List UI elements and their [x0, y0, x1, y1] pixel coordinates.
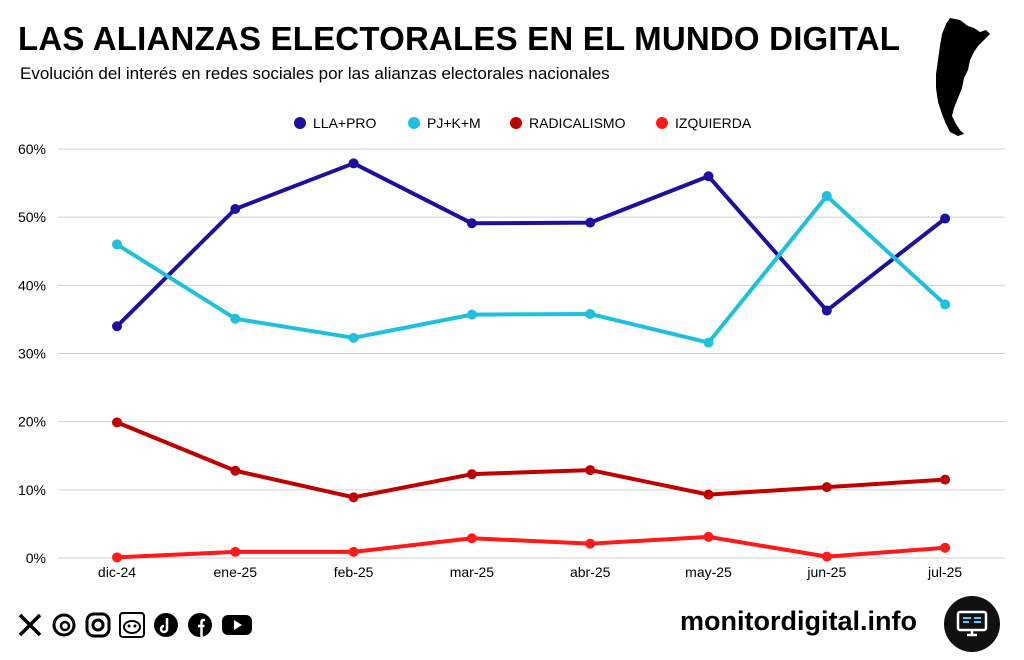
- x-tick-label: dic-24: [98, 564, 136, 580]
- series-line: [115, 534, 948, 560]
- chart-subtitle: Evolución del interés en redes sociales …: [20, 64, 610, 83]
- data-point: [821, 551, 832, 562]
- data-point: [348, 546, 359, 557]
- data-point: [230, 465, 241, 476]
- data-point: [821, 305, 832, 316]
- x-tick-label: ene-25: [214, 564, 258, 580]
- data-point: [940, 299, 951, 310]
- x-tick-label: jul-25: [927, 564, 962, 580]
- data-point: [585, 538, 596, 549]
- chart-title: LAS ALIANZAS ELECTORALES EN EL MUNDO DIG…: [18, 20, 901, 57]
- data-point: [466, 533, 477, 544]
- data-point: [230, 203, 241, 214]
- data-point: [703, 531, 714, 542]
- x-icon[interactable]: [16, 610, 44, 640]
- data-point: [940, 213, 951, 224]
- data-point: [112, 239, 122, 250]
- series-line: [115, 194, 948, 345]
- legend-marker: [510, 117, 522, 129]
- legend-marker: [294, 117, 306, 129]
- data-point: [348, 492, 359, 503]
- series-line: [115, 420, 948, 500]
- social-icons: [16, 608, 254, 642]
- line-chart: 0% 10% 20% 30% 40% 50% 60% dic-24 ene-25 feb-25 ma…: [18, 115, 1005, 580]
- y-tick-label: 30%: [18, 346, 46, 362]
- data-point: [703, 337, 714, 348]
- data-point: [940, 542, 951, 553]
- y-tick-label: 0%: [26, 550, 46, 566]
- youtube-icon[interactable]: [220, 610, 254, 640]
- x-tick-label: jun-25: [806, 564, 846, 580]
- y-tick-label: 40%: [18, 277, 46, 293]
- reddit-icon[interactable]: [118, 610, 146, 640]
- data-point: [112, 417, 122, 428]
- legend-marker: [656, 117, 668, 129]
- data-point: [112, 321, 122, 332]
- data-point: [703, 489, 714, 500]
- y-tick-label: 60%: [18, 141, 46, 157]
- threads-icon[interactable]: [50, 610, 78, 640]
- data-point: [821, 482, 832, 493]
- legend-label: PJ+K+M: [427, 115, 481, 131]
- data-point: [348, 158, 359, 169]
- tiktok-icon[interactable]: [152, 610, 180, 640]
- legend-marker: [408, 117, 420, 129]
- instagram-icon[interactable]: [84, 610, 112, 640]
- x-tick-label: feb-25: [334, 564, 374, 580]
- legend-label: LLA+PRO: [313, 115, 377, 131]
- data-point: [585, 217, 596, 228]
- data-point: [466, 309, 477, 320]
- y-tick-label: 50%: [18, 209, 46, 225]
- facebook-icon[interactable]: [186, 610, 214, 640]
- monitor-icon: [944, 596, 1000, 652]
- legend-label: RADICALISMO: [529, 115, 626, 131]
- data-point: [348, 332, 359, 343]
- data-point: [585, 308, 596, 319]
- data-point: [112, 552, 122, 563]
- data-point: [466, 218, 477, 229]
- data-point: [940, 474, 951, 485]
- series-line: [115, 161, 948, 329]
- data-point: [821, 191, 832, 202]
- y-tick-label: 20%: [18, 414, 46, 430]
- data-point: [466, 469, 477, 480]
- argentina-map-icon: [936, 18, 990, 136]
- y-tick-label: 10%: [18, 482, 46, 498]
- data-point: [230, 546, 241, 557]
- legend-label: IZQUIERDA: [675, 115, 752, 131]
- x-tick-label: may-25: [685, 564, 732, 580]
- data-point: [585, 465, 596, 476]
- brand-name[interactable]: monitordigital.info: [680, 606, 917, 636]
- data-point: [230, 313, 241, 324]
- data-point: [703, 171, 714, 182]
- x-tick-label: mar-25: [450, 564, 495, 580]
- x-tick-label: abr-25: [570, 564, 611, 580]
